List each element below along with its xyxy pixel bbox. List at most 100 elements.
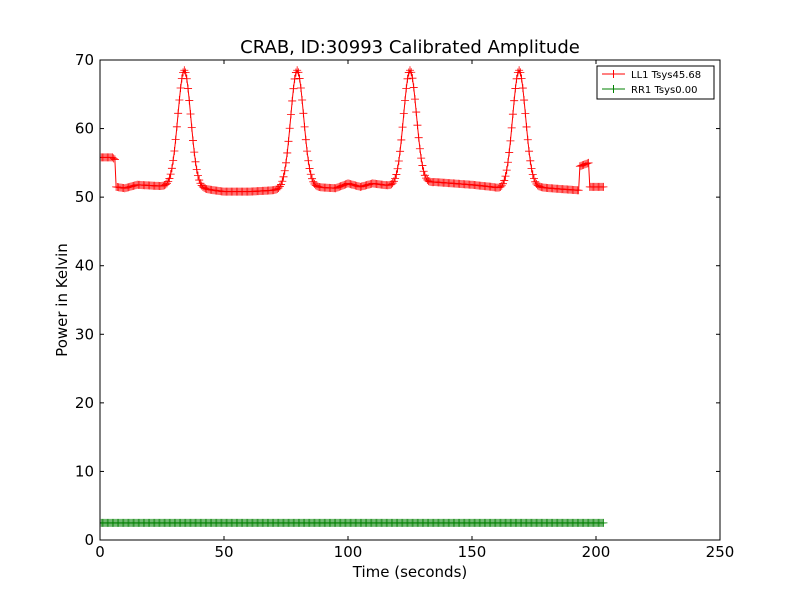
data-point — [530, 174, 538, 183]
axes-frame — [99, 59, 721, 541]
x-tick-label: 100 — [334, 543, 363, 561]
data-point — [171, 135, 180, 144]
y-tick-label: 70 — [75, 51, 94, 69]
data-point — [526, 156, 535, 165]
data-point — [189, 136, 197, 145]
data-point — [508, 110, 517, 119]
data-point — [277, 180, 286, 189]
data-point — [397, 135, 406, 144]
data-point — [304, 156, 313, 165]
data-point — [392, 170, 401, 179]
data-point — [181, 68, 190, 77]
data-point — [174, 109, 183, 118]
data-point — [170, 146, 179, 155]
data-point — [303, 147, 312, 156]
data-point — [501, 172, 510, 181]
data-point — [517, 74, 526, 83]
y-tick-label: 30 — [75, 325, 94, 343]
x-tick-label: 50 — [214, 543, 233, 561]
data-point — [574, 186, 583, 195]
data-point — [410, 95, 419, 104]
legend-item-2: RR1 Tsys0.00 — [602, 85, 698, 96]
data-point — [505, 148, 514, 157]
data-point — [412, 108, 421, 117]
data-point — [167, 164, 176, 173]
data-point — [402, 84, 411, 93]
data-point — [583, 159, 592, 168]
data-point — [528, 170, 537, 179]
data-point — [165, 174, 174, 183]
data-point — [294, 68, 303, 77]
x-axis-label: Time (seconds) — [352, 563, 468, 581]
x-tick-label: 200 — [582, 543, 611, 561]
data-point — [525, 147, 534, 156]
data-point — [296, 84, 305, 93]
data-point — [515, 66, 524, 75]
data-point — [175, 96, 184, 105]
data-point — [187, 123, 196, 132]
data-point — [184, 84, 193, 93]
data-point — [403, 74, 412, 83]
series-1 — [100, 66, 608, 196]
series-2 — [100, 518, 608, 527]
data-point — [298, 96, 307, 105]
data-point — [192, 165, 201, 174]
data-point — [191, 157, 200, 166]
y-tick-label: 60 — [75, 120, 94, 138]
y-tick-label: 50 — [75, 188, 94, 206]
data-point — [195, 176, 204, 185]
data-point — [185, 96, 194, 105]
data-point — [399, 109, 408, 118]
data-point — [407, 68, 416, 77]
y-tick-label: 40 — [75, 257, 94, 275]
data-point — [499, 179, 507, 188]
data-point — [295, 74, 304, 83]
data-point — [172, 122, 181, 131]
data-point — [193, 171, 202, 180]
legend-box — [596, 65, 715, 100]
data-point — [306, 170, 315, 179]
data-point — [511, 84, 520, 93]
data-point — [109, 154, 118, 163]
data-point — [308, 174, 317, 183]
data-point — [510, 96, 519, 105]
legend-marker — [609, 70, 618, 78]
data-point — [283, 148, 292, 157]
data-point — [522, 122, 531, 131]
data-point — [180, 66, 189, 75]
data-point — [391, 174, 400, 183]
data-point — [520, 96, 529, 105]
data-point — [285, 124, 294, 133]
data-point — [523, 135, 532, 144]
y-tick-label: 0 — [84, 531, 94, 549]
data-point — [286, 110, 295, 119]
y-tick-label: 20 — [75, 394, 94, 412]
data-point — [396, 147, 405, 156]
data-point — [176, 84, 185, 93]
data-point — [293, 66, 302, 75]
data-point — [290, 74, 299, 83]
chart-title: CRAB, ID:30993 Calibrated Amplitude — [240, 37, 580, 58]
axes: 0 50 100 150 200 250 0 10 20 30 40 50 60 70 — [75, 51, 734, 561]
data-point — [599, 182, 608, 191]
data-point — [162, 179, 171, 188]
data-point — [497, 181, 506, 190]
legend: LL1 Tsys45.68 RR1 Tsys0.00 — [596, 65, 715, 100]
data-point — [186, 109, 195, 118]
data-point — [289, 84, 298, 93]
data-point — [182, 74, 191, 83]
data-point — [279, 172, 288, 181]
data-point — [394, 156, 403, 165]
data-point — [280, 166, 289, 175]
data-point — [409, 83, 418, 92]
legend-label: LL1 Tsys45.68 — [631, 70, 701, 81]
data-point — [300, 122, 309, 131]
data-point — [599, 518, 608, 527]
data-point — [282, 158, 290, 167]
data-point — [305, 164, 314, 173]
series-group — [100, 66, 608, 527]
data-point — [506, 136, 515, 145]
y-axis-label: Power in Kelvin — [53, 243, 71, 357]
